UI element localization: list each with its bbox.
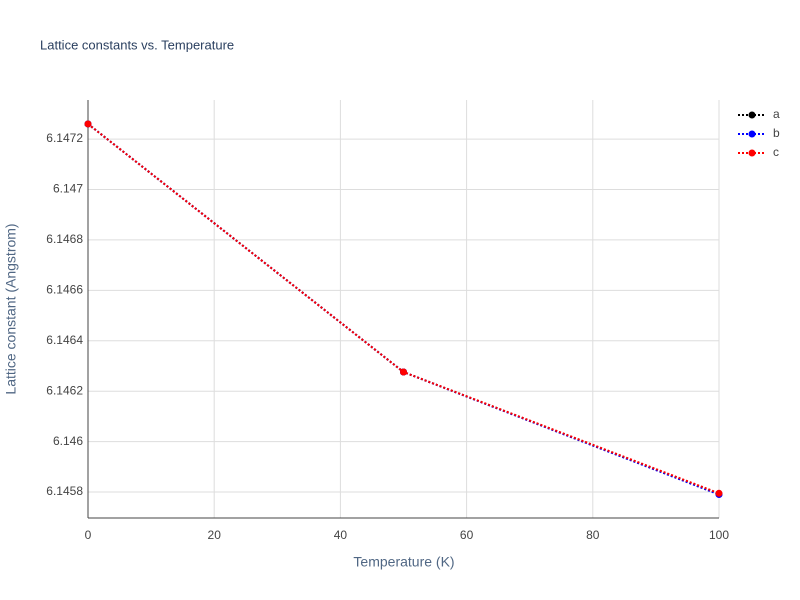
- chart-title: Lattice constants vs. Temperature: [40, 37, 234, 52]
- legend-label: b: [773, 126, 780, 140]
- y-tick-label: 6.1458: [46, 484, 83, 498]
- series-line: [87, 123, 720, 495]
- x-tick-label: 100: [709, 528, 729, 542]
- x-tick-label: 0: [85, 528, 92, 542]
- legend-label: a: [773, 107, 780, 121]
- x-tick-label: 40: [334, 528, 348, 542]
- y-axis-title: Lattice constant (Angstrom): [3, 223, 19, 394]
- legend-marker: [748, 111, 756, 119]
- x-tick-label: 80: [586, 528, 600, 542]
- marker: [84, 120, 92, 128]
- legend-marker: [748, 130, 756, 138]
- x-tick-label: 60: [460, 528, 474, 542]
- y-tick-label: 6.147: [53, 182, 83, 196]
- marker: [715, 489, 723, 497]
- y-tick-label: 6.1468: [46, 232, 83, 246]
- y-tick-label: 6.146: [53, 434, 83, 448]
- y-tick-label: 6.1472: [46, 131, 83, 145]
- y-tick-label: 6.1462: [46, 383, 83, 397]
- y-tick-label: 6.1466: [46, 283, 83, 297]
- y-tick-label: 6.1464: [46, 333, 83, 347]
- series-line: [87, 123, 720, 496]
- marker: [400, 368, 407, 376]
- series-line: [87, 123, 720, 495]
- x-axis-title: Temperature (K): [353, 554, 454, 570]
- legend-marker: [748, 149, 756, 157]
- legend-label: c: [773, 145, 779, 159]
- x-tick-label: 20: [208, 528, 222, 542]
